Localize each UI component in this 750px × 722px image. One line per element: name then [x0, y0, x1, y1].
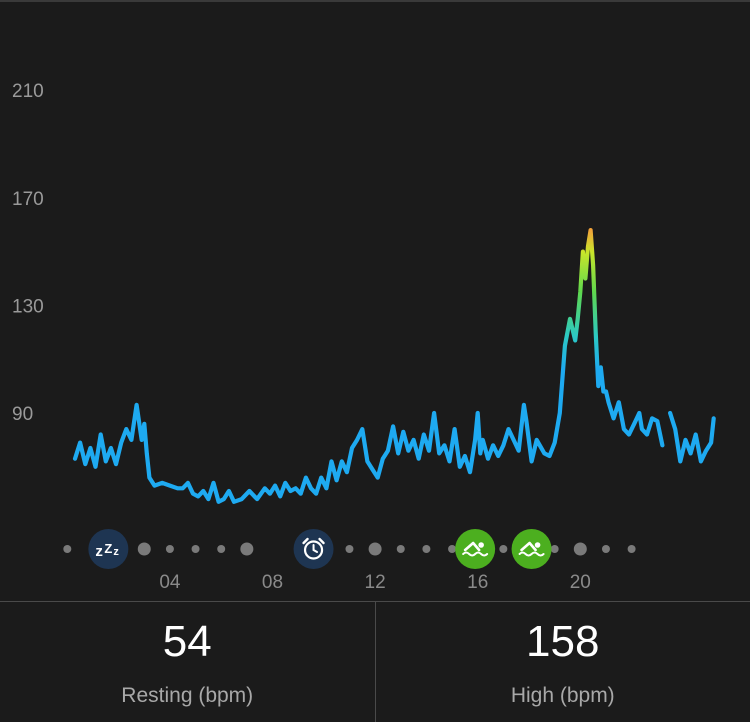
timeline-dot: [217, 545, 225, 553]
alarm-clock-icon[interactable]: [294, 529, 334, 569]
y-axis: 210 170 130 90: [12, 81, 44, 425]
marker-background: [512, 529, 552, 569]
timeline-dot: [602, 545, 610, 553]
timeline-dot: [499, 545, 507, 553]
timeline-hour-dot: [240, 543, 253, 556]
y-tick-label: 170: [12, 189, 44, 210]
timeline-dot: [551, 545, 559, 553]
heart-rate-line: [75, 230, 662, 502]
y-tick-label: 130: [12, 296, 44, 317]
heart-rate-line: [670, 413, 714, 461]
y-tick-label: 90: [12, 404, 33, 425]
x-tick-label: 20: [570, 572, 591, 593]
swim-icon[interactable]: [512, 529, 552, 569]
x-tick-label: 08: [262, 572, 283, 593]
stats-panel: 54 Resting (bpm) 158 High (bpm): [0, 601, 750, 722]
timeline-dot: [448, 545, 456, 553]
timeline-dot: [397, 545, 405, 553]
timeline-hour-dot: [138, 543, 151, 556]
swim-icon[interactable]: [455, 529, 495, 569]
high-label: High (bpm): [511, 684, 615, 708]
x-tick-label: 04: [159, 572, 181, 593]
x-tick-label: 12: [365, 572, 386, 593]
resting-stat[interactable]: 54 Resting (bpm): [0, 602, 375, 722]
timeline-dot: [166, 545, 174, 553]
timeline-hour-dot: [574, 543, 587, 556]
x-tick-label: 16: [467, 572, 488, 593]
resting-value: 54: [163, 616, 212, 668]
resting-label: Resting (bpm): [121, 684, 253, 708]
sleep-glyph: z: [113, 546, 119, 558]
high-value: 158: [526, 616, 599, 668]
x-axis: 04 08 12 16 20: [159, 572, 591, 593]
timeline-dot: [422, 545, 430, 553]
timeline-dot: [628, 545, 636, 553]
timeline-dot: [345, 545, 353, 553]
marker-background: [455, 529, 495, 569]
sleep-glyph: Z: [104, 541, 112, 556]
timeline-hour-dot: [369, 543, 382, 556]
high-stat[interactable]: 158 High (bpm): [375, 602, 750, 722]
timeline-dot: [192, 545, 200, 553]
y-tick-label: 210: [12, 81, 44, 102]
sleep-glyph: z: [95, 543, 103, 560]
heart-rate-series: [75, 230, 714, 502]
swimmer-head: [535, 542, 541, 548]
timeline-dot: [63, 545, 71, 553]
swimmer-head: [478, 542, 484, 548]
